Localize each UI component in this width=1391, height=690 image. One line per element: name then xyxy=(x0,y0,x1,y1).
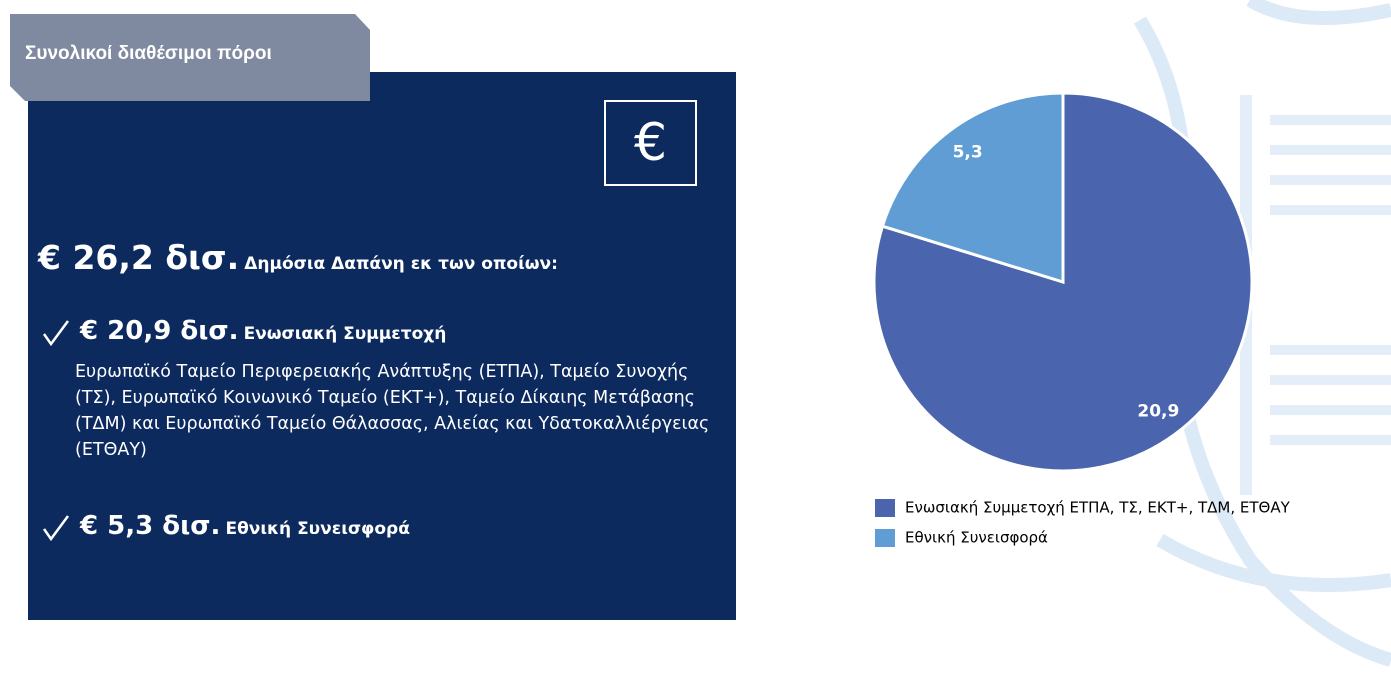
total-row: € 26,2 δισ. Δημόσια Δαπάνη εκ των οποίων… xyxy=(38,238,558,277)
item-label: Εθνική Συνεισφορά xyxy=(225,519,410,539)
total-amount: € 26,2 δισ. xyxy=(38,238,240,277)
item-row: € 20,9 δισ. Ενωσιακή Συμμετοχή xyxy=(80,316,446,346)
legend-label: Εθνική Συνεισφορά xyxy=(905,529,1048,547)
stripe xyxy=(1270,375,1391,385)
stripe xyxy=(1270,405,1391,415)
emblem-stripes xyxy=(1240,95,1391,495)
info-panel xyxy=(28,72,736,620)
stripe xyxy=(1270,145,1391,155)
item-amount: € 5,3 δισ. xyxy=(80,511,221,541)
stripe xyxy=(1270,175,1391,185)
legend-swatch xyxy=(875,529,895,547)
euro-icon: € xyxy=(604,100,697,186)
legend-label: Ενωσιακή Συμμετοχή ΕΤΠΑ, ΤΣ, ΕΚΤ+, ΤΔΜ, … xyxy=(905,499,1291,517)
total-label: Δημόσια Δαπάνη εκ των οποίων: xyxy=(244,254,558,274)
data-label: 20,9 xyxy=(1137,401,1179,421)
pie-slice xyxy=(880,91,1065,285)
stripe xyxy=(1270,345,1391,355)
data-label: 5,3 xyxy=(953,143,983,163)
stripe xyxy=(1270,205,1391,215)
item-row: € 5,3 δισ. Εθνική Συνεισφορά xyxy=(80,511,410,541)
item-label: Ενωσιακή Συμμετοχή xyxy=(243,324,447,344)
tab-shape xyxy=(10,14,370,101)
item-description: Ευρωπαϊκό Ταμείο Περιφερειακής Ανάπτυξης… xyxy=(75,362,710,460)
laurel-branch xyxy=(1156,533,1391,592)
check-mark xyxy=(42,515,70,542)
check-icon xyxy=(42,320,70,347)
check-mark xyxy=(42,320,70,347)
check-icon xyxy=(42,515,70,542)
laurel-branch xyxy=(1246,0,1391,25)
item-amount: € 20,9 δισ. xyxy=(80,316,239,346)
legend-swatch xyxy=(875,499,895,517)
tab-background xyxy=(10,14,370,101)
panel-title: Συνολικοί διαθέσιμοι πόροι xyxy=(25,43,272,64)
stripe xyxy=(1270,435,1391,445)
stripe xyxy=(1270,115,1391,125)
